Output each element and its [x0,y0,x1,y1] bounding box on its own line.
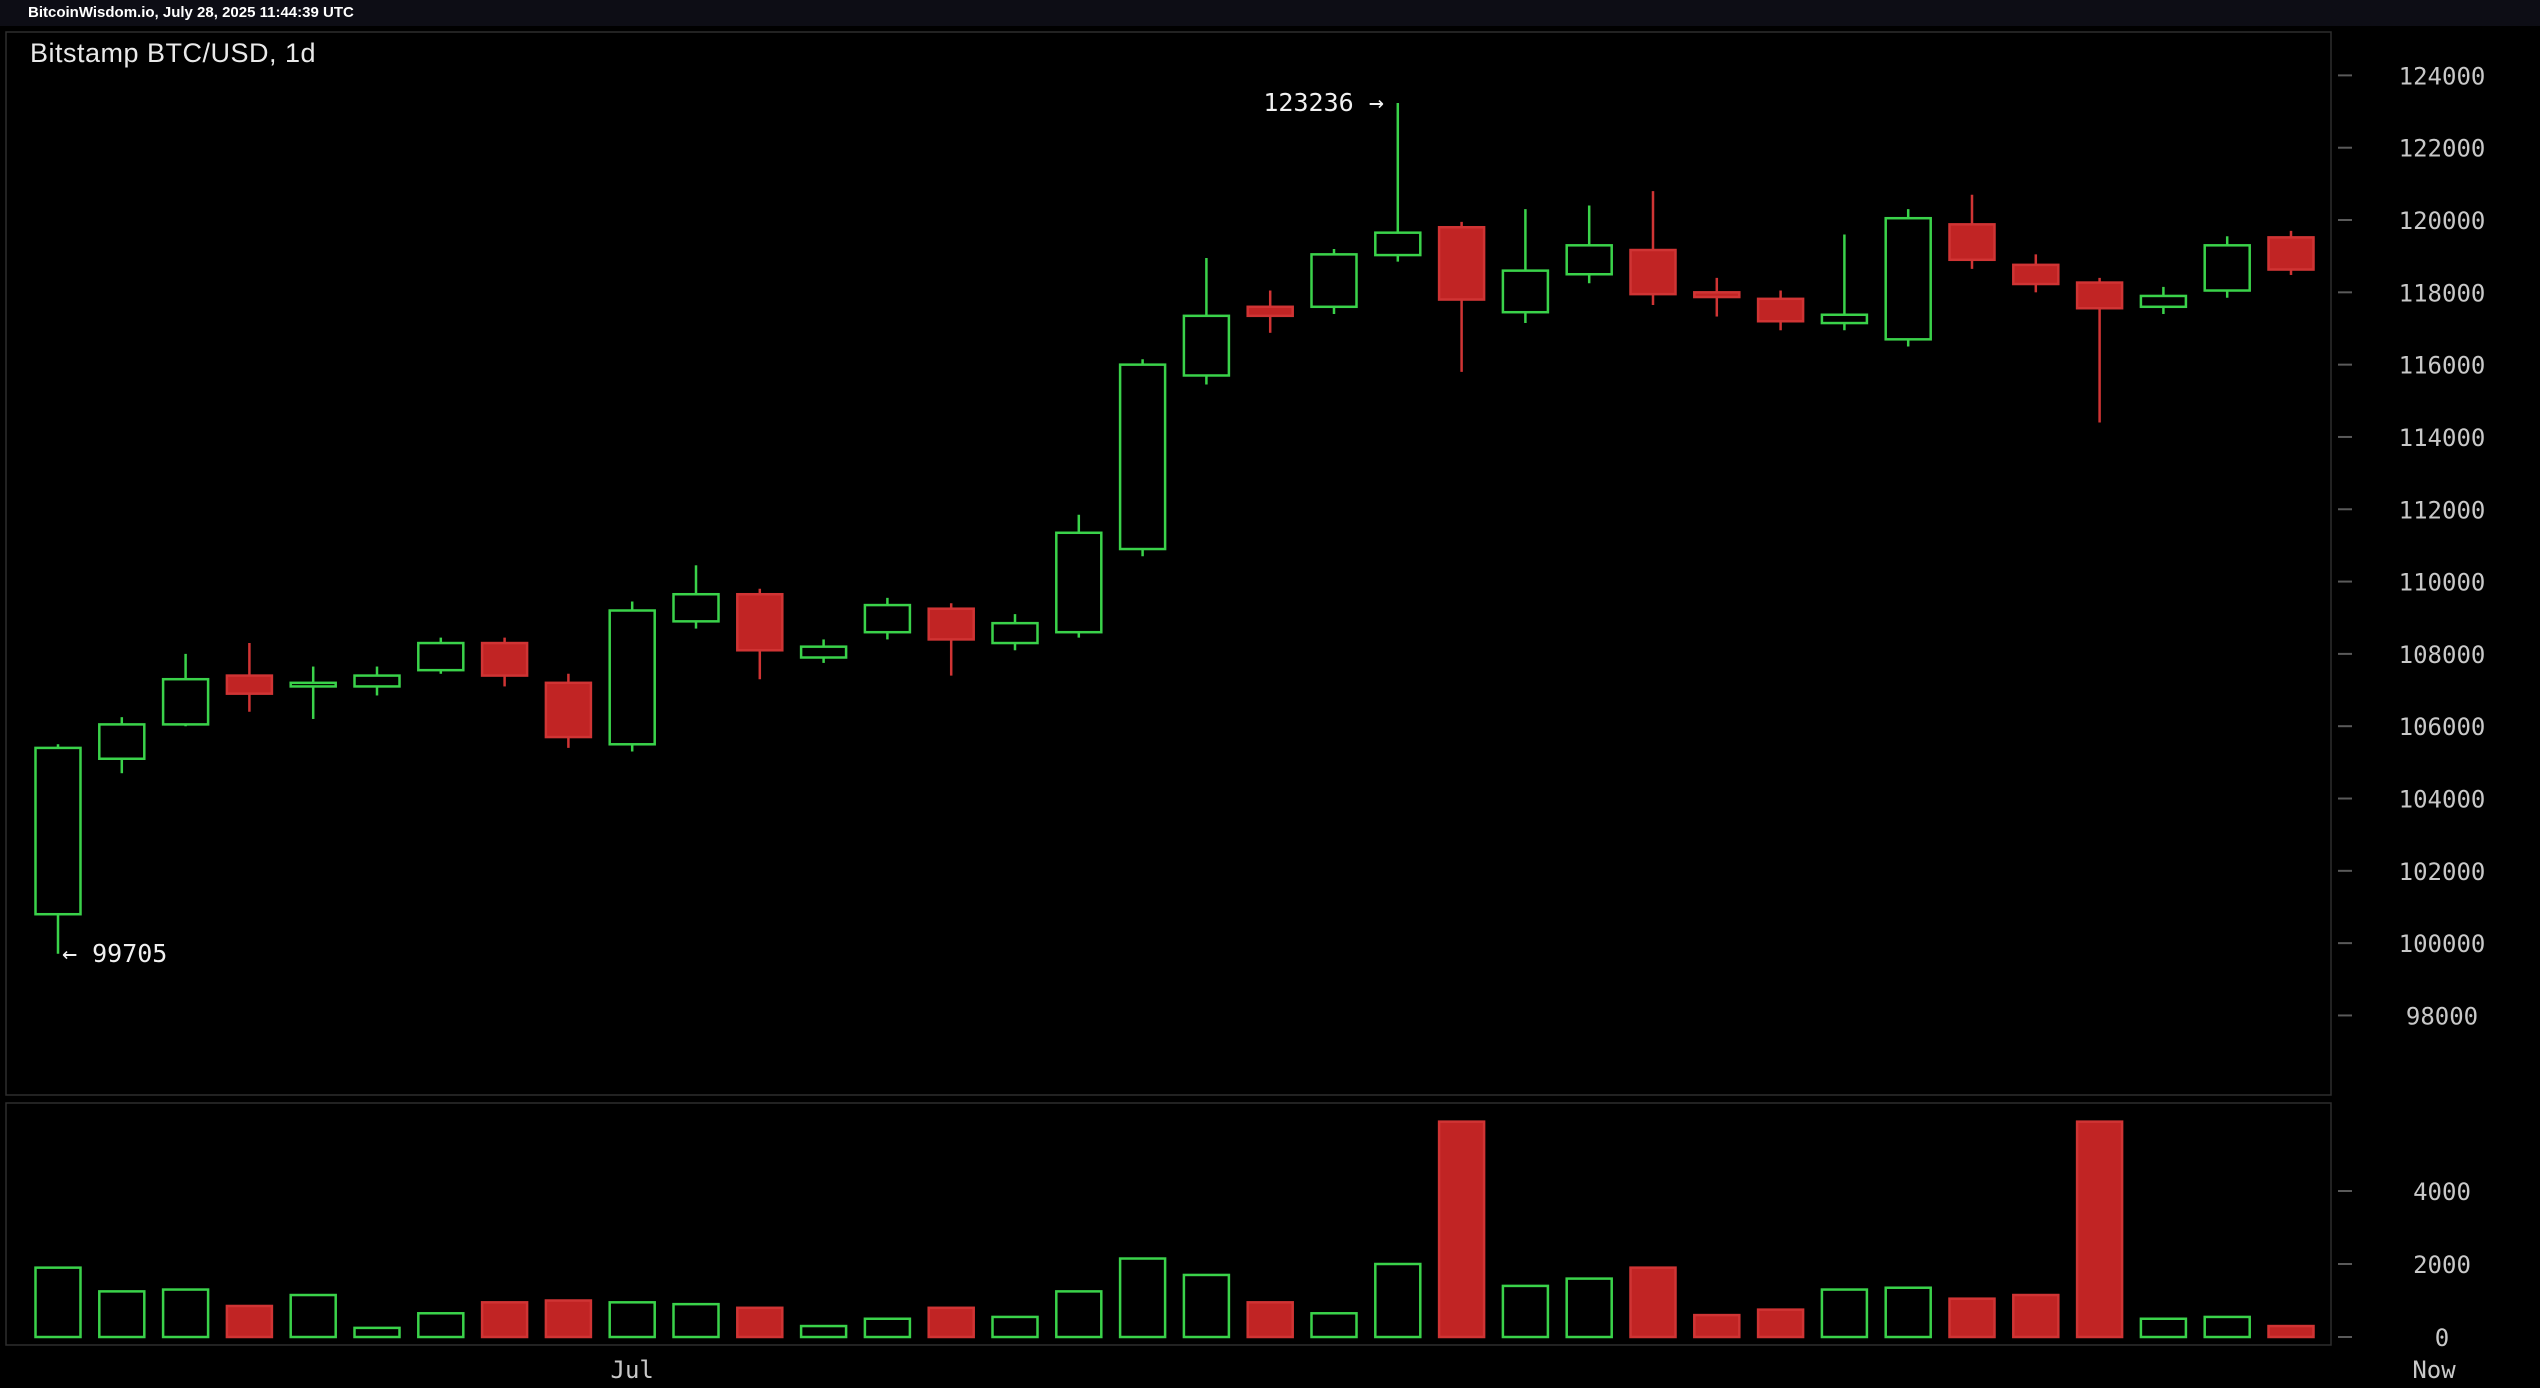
candle-body [1055,531,1103,634]
candle-body [991,621,1039,645]
candle-body [2139,294,2188,309]
y-axis-label: 110000 [2399,569,2486,597]
candle-body [1437,225,1486,301]
candle-body [1629,248,1677,296]
volume-bar [1182,1273,1231,1339]
y-axis-label: 102000 [2399,858,2486,886]
volume-bar [1055,1290,1103,1339]
volume-axis-label: 0 [2435,1324,2449,1352]
candle-body [2267,236,2315,271]
volume-bar [225,1304,274,1339]
volume-bar [2012,1293,2060,1339]
candle-body [1374,231,1422,257]
candle-body [1310,253,1358,309]
volume-bar [736,1306,784,1339]
volume-bar [2203,1315,2251,1339]
candle-body [1884,216,1932,341]
candle-body [1756,297,1805,323]
volume-axis-label: 2000 [2413,1251,2471,1279]
y-axis-label: 108000 [2399,641,2486,669]
volume-bar [1948,1297,1996,1339]
volume-bar [1565,1277,1613,1339]
y-axis-label: 114000 [2399,424,2486,452]
y-axis-label: 122000 [2399,135,2486,163]
candle-body [2075,281,2124,310]
candle-body [672,592,720,623]
candle-body [1948,223,1996,262]
candle-body [1693,291,1741,299]
volume-bar [1884,1286,1932,1339]
candle-body [1246,305,1294,318]
volume-bar [799,1324,848,1339]
candle-body [799,645,848,659]
candle-body [1118,363,1167,551]
candle-body [863,603,912,634]
low-price-annotation: ← 99705 [62,938,168,968]
high-price-annotation: 123236 → [1263,88,1384,117]
volume-bar [1756,1308,1805,1339]
candle-body [544,681,593,739]
volume-bar [2267,1324,2315,1339]
volume-bar [2075,1120,2124,1339]
volume-bar [1246,1301,1294,1339]
volume-bar [1501,1284,1550,1339]
volume-bar [608,1301,656,1339]
candle-body [98,723,146,760]
volume-bar [672,1302,720,1339]
y-axis-label: 116000 [2399,352,2486,380]
volume-bar [1118,1257,1167,1339]
y-axis-label: 98000 [2406,1002,2478,1030]
candle-body [1501,269,1550,314]
volume-bar [544,1299,593,1339]
candle-body [289,681,337,688]
volume-bar [2139,1317,2188,1339]
y-axis-label: 112000 [2399,496,2486,524]
candle-body [353,674,401,688]
candle-body [34,746,82,916]
volume-bar [1374,1262,1422,1339]
candle-body [225,674,274,695]
candle-body [480,641,529,677]
volume-bar [1693,1313,1741,1339]
volume-bar [34,1266,82,1339]
volume-bar [1310,1312,1358,1339]
candle-body [417,641,465,672]
candle-body [1182,314,1231,377]
volume-bar [991,1315,1039,1339]
volume-bar [353,1326,401,1339]
volume-bar [98,1290,146,1339]
topbar-timestamp: BitcoinWisdom.io, July 28, 2025 11:44:39… [28,4,354,21]
y-axis-label: 120000 [2399,207,2486,235]
y-axis-label: 100000 [2399,930,2486,958]
volume-bar [161,1288,210,1339]
volume-bar [927,1306,975,1339]
y-axis-label: 104000 [2399,786,2486,814]
volume-bar [1820,1288,1869,1339]
volume-bar [863,1317,912,1339]
volume-bar [1437,1120,1486,1339]
x-axis-label-jul: Jul [610,1356,654,1384]
candle-body [927,607,975,641]
candle-body [161,677,210,726]
price-panel[interactable] [5,31,2332,1096]
candle-body [1820,313,1869,325]
chart-title: Bitstamp BTC/USD, 1d [30,38,317,68]
volume-bar [480,1301,529,1339]
candle-body [736,592,784,652]
top-status-bar: BitcoinWisdom.io, July 28, 2025 11:44:39… [0,0,2540,26]
candle-body [1565,244,1613,276]
y-axis-label: 118000 [2399,279,2486,307]
volume-panel[interactable] [5,1102,2332,1346]
candle-body [2203,244,2251,292]
y-axis-label: 106000 [2399,713,2486,741]
x-axis-label-now: Now [2412,1356,2456,1384]
candle-body [2012,263,2060,286]
y-axis-label: 124000 [2399,62,2486,90]
candle-body [608,609,656,746]
volume-bar [417,1312,465,1339]
volume-axis-label: 4000 [2413,1178,2471,1206]
volume-bar [1629,1266,1677,1339]
volume-bar [289,1293,337,1339]
